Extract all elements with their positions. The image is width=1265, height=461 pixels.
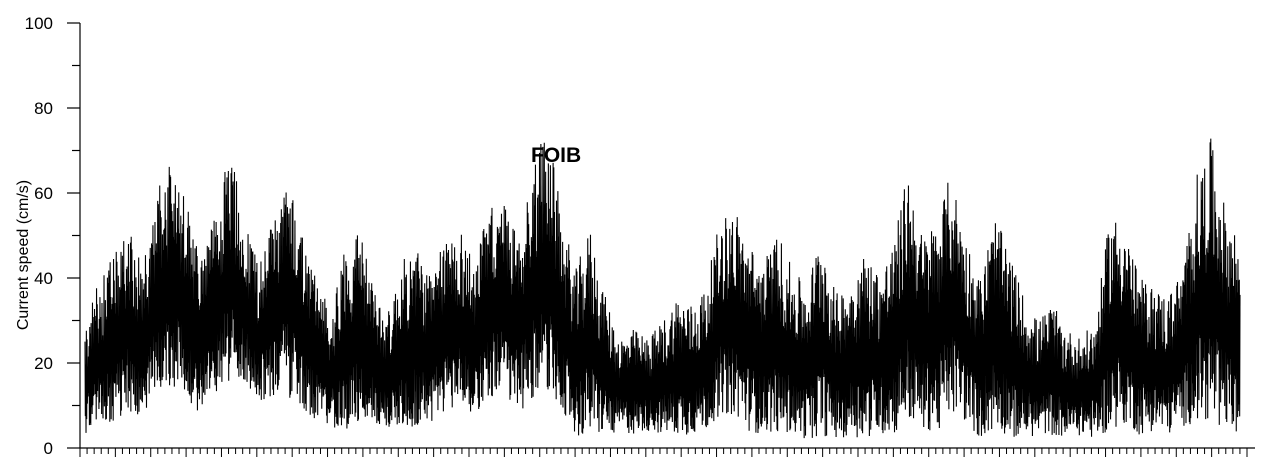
current-speed-series	[84, 138, 1241, 439]
plot-area	[84, 138, 1241, 439]
y-tick-label: 20	[34, 354, 53, 373]
y-tick-label: 100	[25, 14, 53, 33]
x-axis	[79, 447, 1255, 457]
y-tick-label: 0	[44, 439, 53, 458]
y-axis: 0 20 40 60 80 100	[25, 14, 81, 458]
y-tick-label: 80	[34, 99, 53, 118]
station-label: FOIB	[531, 144, 581, 167]
y-axis-label: Current speed (cm/s)	[15, 180, 32, 330]
y-tick-label: 60	[34, 184, 53, 203]
y-tick-label: 40	[34, 269, 53, 288]
